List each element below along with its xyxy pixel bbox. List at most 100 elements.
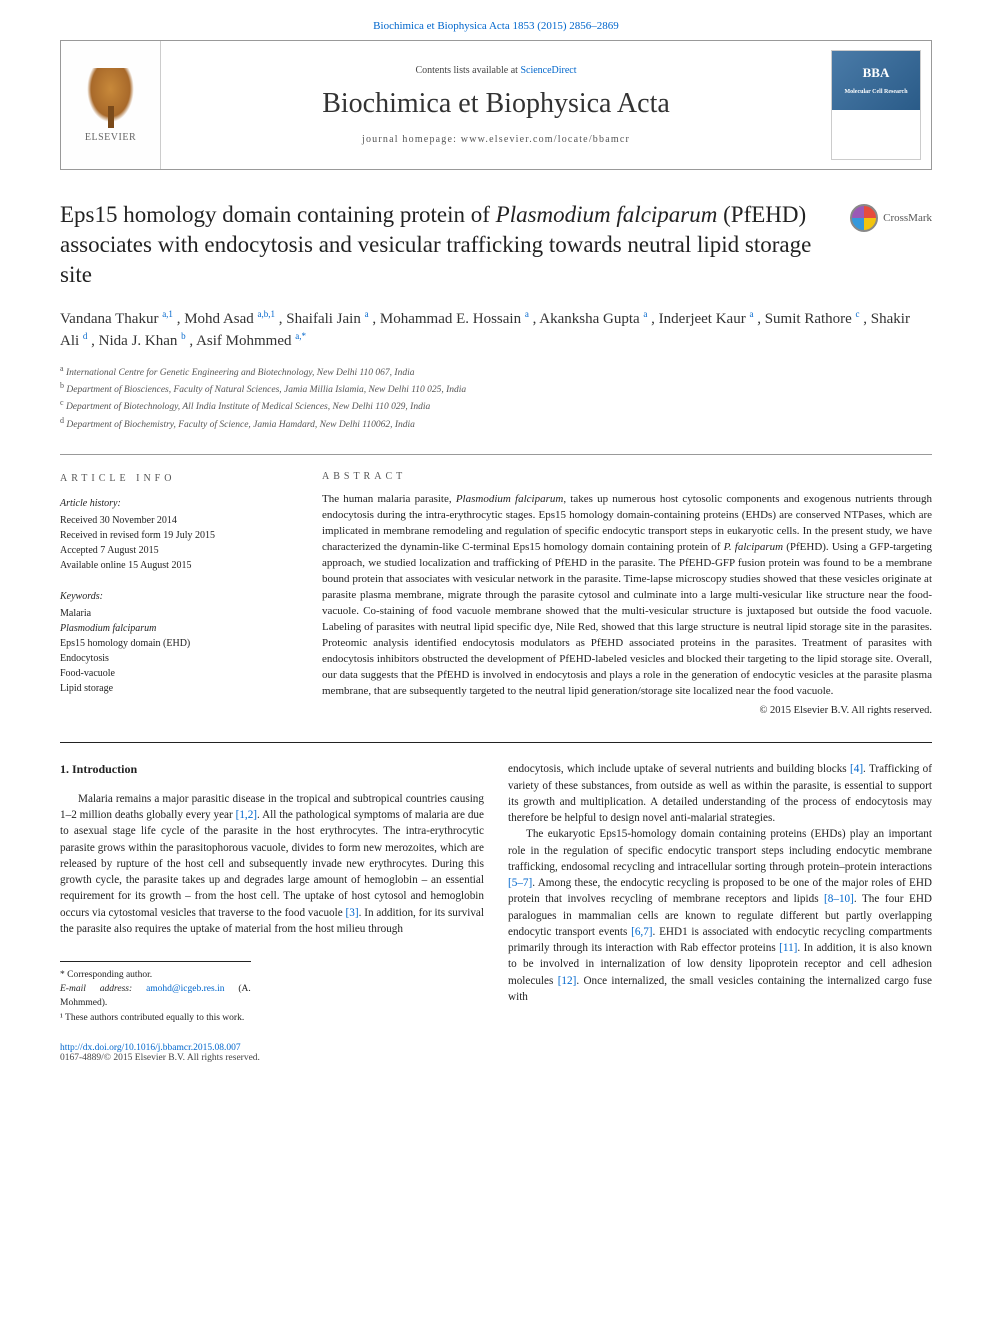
- cover-top: BBA Molecular Cell Research: [832, 51, 920, 110]
- doi-link[interactable]: http://dx.doi.org/10.1016/j.bbamcr.2015.…: [60, 1043, 241, 1053]
- cite-6-7[interactable]: [6,7]: [631, 926, 652, 938]
- footnotes: * Corresponding author. E-mail address: …: [60, 961, 251, 1025]
- abstract-column: abstract The human malaria parasite, Pla…: [322, 471, 932, 716]
- abs-post: (PfEHD). Using a GFP-targeting approach,…: [322, 541, 932, 696]
- affil-c-text: Department of Biotechnology, All India I…: [66, 403, 430, 413]
- journal-ref-link[interactable]: Biochimica et Biophysica Acta 1853 (2015…: [373, 20, 619, 32]
- affil-d: d Department of Biochemistry, Faculty of…: [60, 415, 932, 432]
- author-6-sup: a: [749, 309, 753, 319]
- author-7-sup: c: [856, 309, 860, 319]
- journal-homepage: journal homepage: www.elsevier.com/locat…: [161, 134, 831, 145]
- affiliations: a International Centre for Genetic Engin…: [60, 363, 932, 433]
- abs-pre: The human malaria parasite,: [322, 493, 456, 505]
- email-label: E-mail address:: [60, 984, 146, 994]
- p3-a: The eukaryotic Eps15-homology domain con…: [508, 828, 932, 872]
- body-left-col: 1. Introduction Malaria remains a major …: [60, 761, 484, 1025]
- article-info-column: article info Article history: Received 3…: [60, 471, 290, 716]
- equal-contrib: ¹ These authors contributed equally to t…: [60, 1011, 251, 1025]
- author-1-sup: a,1: [162, 309, 173, 319]
- affil-a-text: International Centre for Genetic Enginee…: [66, 368, 415, 378]
- elsevier-logo: ELSEVIER: [61, 41, 161, 169]
- p1-b: . All the pathological symptoms of malar…: [60, 809, 484, 918]
- cite-11[interactable]: [11]: [779, 942, 797, 954]
- keyword-3: Eps15 homology domain (EHD): [60, 636, 290, 651]
- title-italic: Plasmodium falciparum: [496, 202, 718, 227]
- intro-heading: 1. Introduction: [60, 761, 484, 778]
- author-10: , Asif Mohmmed: [189, 333, 295, 349]
- cover-bba: BBA: [863, 65, 890, 80]
- header-source-link: Biochimica et Biophysica Acta 1853 (2015…: [0, 0, 992, 40]
- sciencedirect-link[interactable]: ScienceDirect: [520, 65, 576, 76]
- body-right-col: endocytosis, which include uptake of sev…: [508, 761, 932, 1025]
- footer-meta: http://dx.doi.org/10.1016/j.bbamcr.2015.…: [0, 1043, 992, 1081]
- author-4-sup: a: [525, 309, 529, 319]
- abstract-text: The human malaria parasite, Plasmodium f…: [322, 492, 932, 699]
- p2-a: endocytosis, which include uptake of sev…: [508, 763, 850, 775]
- contents-prefix: Contents lists available at: [415, 65, 520, 76]
- author-2-sup: a,b,1: [258, 309, 276, 319]
- abs-ital2: P. falciparum: [724, 541, 783, 553]
- keyword-6: Lipid storage: [60, 681, 290, 696]
- title-pre: Eps15 homology domain containing protein…: [60, 202, 496, 227]
- cover-bottom: [832, 110, 920, 159]
- article-info-head: article info: [60, 471, 290, 486]
- email-link[interactable]: amohd@icgeb.res.in: [146, 984, 224, 994]
- cite-4[interactable]: [4]: [850, 763, 863, 775]
- history-4: Available online 15 August 2015: [60, 558, 290, 573]
- author-10-sup: a,*: [295, 331, 306, 341]
- affil-c: c Department of Biotechnology, All India…: [60, 397, 932, 414]
- history-3: Accepted 7 August 2015: [60, 543, 290, 558]
- keyword-2: Plasmodium falciparum: [60, 621, 290, 636]
- elsevier-tree-icon: [83, 68, 138, 128]
- history-2: Received in revised form 19 July 2015: [60, 528, 290, 543]
- author-3: , Shaifali Jain: [279, 311, 365, 327]
- email-line: E-mail address: amohd@icgeb.res.in (A. M…: [60, 982, 251, 1011]
- abstract-head: abstract: [322, 471, 932, 482]
- cover-sub: Molecular Cell Research: [844, 89, 907, 95]
- crossmark-icon: [850, 204, 878, 232]
- author-6: , Inderjeet Kaur: [651, 311, 749, 327]
- history-label: Article history:: [60, 496, 290, 511]
- intro-p3: The eukaryotic Eps15-homology domain con…: [508, 826, 932, 1005]
- author-9: , Nida J. Khan: [91, 333, 181, 349]
- history-1: Received 30 November 2014: [60, 513, 290, 528]
- crossmark-badge[interactable]: CrossMark: [850, 204, 932, 232]
- cite-5-7[interactable]: [5–7]: [508, 877, 532, 889]
- crossmark-label: CrossMark: [883, 212, 932, 224]
- keyword-1: Malaria: [60, 606, 290, 621]
- affil-b: b Department of Biosciences, Faculty of …: [60, 380, 932, 397]
- journal-cover-thumbnail: BBA Molecular Cell Research: [831, 50, 921, 160]
- keyword-2-text: Plasmodium falciparum: [60, 623, 156, 634]
- author-7: , Sumit Rathore: [757, 311, 855, 327]
- journal-header-box: ELSEVIER Contents lists available at Sci…: [60, 40, 932, 170]
- intro-p1: Malaria remains a major parasitic diseas…: [60, 791, 484, 937]
- issn-line: 0167-4889/© 2015 Elsevier B.V. All right…: [60, 1053, 260, 1063]
- affil-b-text: Department of Biosciences, Faculty of Na…: [66, 385, 466, 395]
- cite-12[interactable]: [12]: [558, 975, 577, 987]
- cite-3[interactable]: [3]: [346, 907, 359, 919]
- keywords-label: Keywords:: [60, 589, 290, 604]
- author-1: Vandana Thakur: [60, 311, 162, 327]
- keyword-5: Food-vacuole: [60, 666, 290, 681]
- intro-p2: endocytosis, which include uptake of sev…: [508, 761, 932, 826]
- body-columns: 1. Introduction Malaria remains a major …: [60, 761, 932, 1025]
- section-divider: [60, 454, 932, 455]
- author-9-sup: b: [181, 331, 186, 341]
- author-5: , Akanksha Gupta: [533, 311, 644, 327]
- affil-a: a International Centre for Genetic Engin…: [60, 363, 932, 380]
- cite-8-10[interactable]: [8–10]: [824, 893, 854, 905]
- abstract-copyright: © 2015 Elsevier B.V. All rights reserved…: [322, 705, 932, 716]
- author-4: , Mohammad E. Hossain: [372, 311, 524, 327]
- author-2: , Mohd Asad: [177, 311, 258, 327]
- author-3-sup: a: [365, 309, 369, 319]
- affil-d-text: Department of Biochemistry, Faculty of S…: [66, 420, 415, 430]
- journal-header-center: Contents lists available at ScienceDirec…: [161, 65, 831, 145]
- abstract-divider: [60, 742, 932, 743]
- cite-1-2[interactable]: [1,2]: [236, 809, 257, 821]
- contents-line: Contents lists available at ScienceDirec…: [161, 65, 831, 76]
- article-title: Eps15 homology domain containing protein…: [60, 200, 830, 290]
- authors-line: Vandana Thakur a,1 , Mohd Asad a,b,1 , S…: [60, 308, 932, 353]
- journal-title: Biochimica et Biophysica Acta: [161, 88, 831, 120]
- author-5-sup: a: [643, 309, 647, 319]
- abs-ital1: Plasmodium falciparum: [456, 493, 564, 505]
